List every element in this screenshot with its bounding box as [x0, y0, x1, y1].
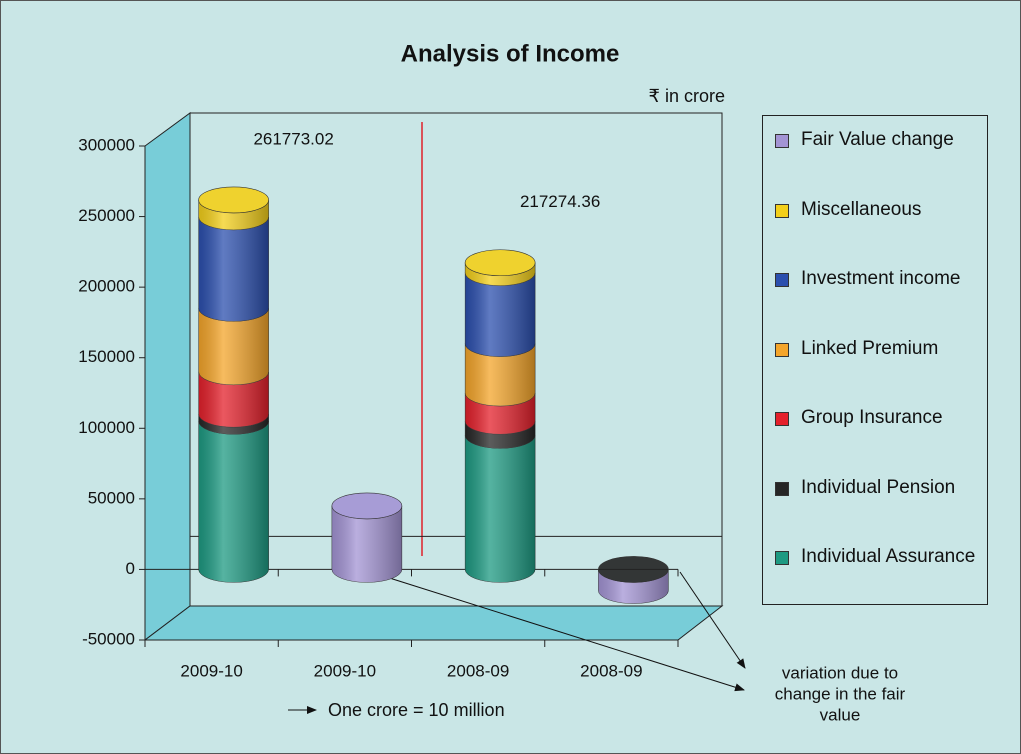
legend-entry: Investment income	[775, 267, 977, 337]
legend-entry: Miscellaneous	[775, 198, 977, 268]
bar-shade	[198, 421, 269, 583]
legend-label: Miscellaneous	[801, 198, 922, 220]
y-tick-label: 300000	[78, 135, 135, 154]
legend-swatch	[775, 551, 789, 565]
left-wall	[144, 112, 191, 642]
bar-top	[331, 492, 403, 520]
y-tick-label: 200000	[78, 277, 135, 296]
legend-label: Individual Pension	[801, 476, 956, 498]
y-tick-label: -50000	[82, 629, 135, 648]
note: value	[820, 705, 861, 724]
floor	[143, 605, 724, 641]
bar-shade	[465, 343, 536, 406]
bar-shade	[198, 414, 269, 435]
bar-shade	[465, 435, 536, 583]
bar-top	[464, 249, 536, 277]
note: variation due to	[782, 663, 898, 682]
x-tick-label: 2009-10	[180, 661, 242, 680]
unit-label: ₹ in crore	[649, 86, 725, 106]
legend-entry: Fair Value change	[775, 128, 977, 198]
legend-label: Fair Value change	[801, 129, 954, 150]
chart-title: Analysis of Income	[401, 40, 620, 67]
bar-shade	[198, 308, 269, 385]
bar-shade	[465, 393, 536, 435]
legend-swatch	[775, 342, 789, 357]
legend-entry: Linked Premium	[775, 337, 977, 407]
bar-shade	[465, 262, 536, 286]
y-tick-label: 250000	[78, 206, 135, 225]
x-tick-label: 2009-10	[314, 661, 376, 680]
legend-swatch	[775, 412, 789, 426]
total-label: 261773.02	[253, 129, 333, 148]
legend-swatch	[775, 203, 789, 218]
bar-shade	[198, 216, 269, 322]
y-tick-label: 100000	[78, 418, 135, 437]
legend-label: Individual Assurance	[801, 546, 976, 567]
note: change in the fair	[775, 684, 906, 703]
footnote: One crore = 10 million	[328, 700, 505, 720]
bar-shade	[465, 272, 536, 357]
total-label: 217274.36	[520, 192, 600, 211]
bar-shade	[331, 505, 402, 583]
legend-label: Investment income	[801, 268, 961, 289]
y-tick-label: 50000	[88, 488, 135, 507]
legend-entry: Individual Assurance	[775, 545, 977, 615]
bar-top	[598, 556, 669, 583]
y-tick-label: 150000	[78, 347, 135, 366]
legend-swatch	[775, 134, 789, 148]
x-tick-label: 2008-09	[447, 661, 509, 680]
note-arrow	[379, 574, 745, 692]
legend-entry: Individual Pension	[775, 476, 977, 546]
bar-shade	[465, 421, 536, 449]
bar-top	[198, 186, 269, 214]
legend: Fair Value change Miscellaneous Investment…	[762, 115, 988, 605]
back-wall	[189, 112, 723, 607]
legend-entry: Group Insurance	[775, 406, 977, 476]
x-tick-label: 2008-09	[580, 661, 642, 680]
bar-shade	[198, 199, 269, 230]
legend-label: Linked Premium	[801, 337, 939, 359]
note-arrow	[679, 571, 746, 669]
y-tick-label: 0	[126, 559, 135, 578]
bar-shade	[198, 371, 269, 428]
legend-swatch	[775, 481, 789, 496]
bar-shade	[598, 569, 669, 604]
legend-swatch	[775, 273, 789, 287]
legend-label: Group Insurance	[801, 407, 943, 428]
